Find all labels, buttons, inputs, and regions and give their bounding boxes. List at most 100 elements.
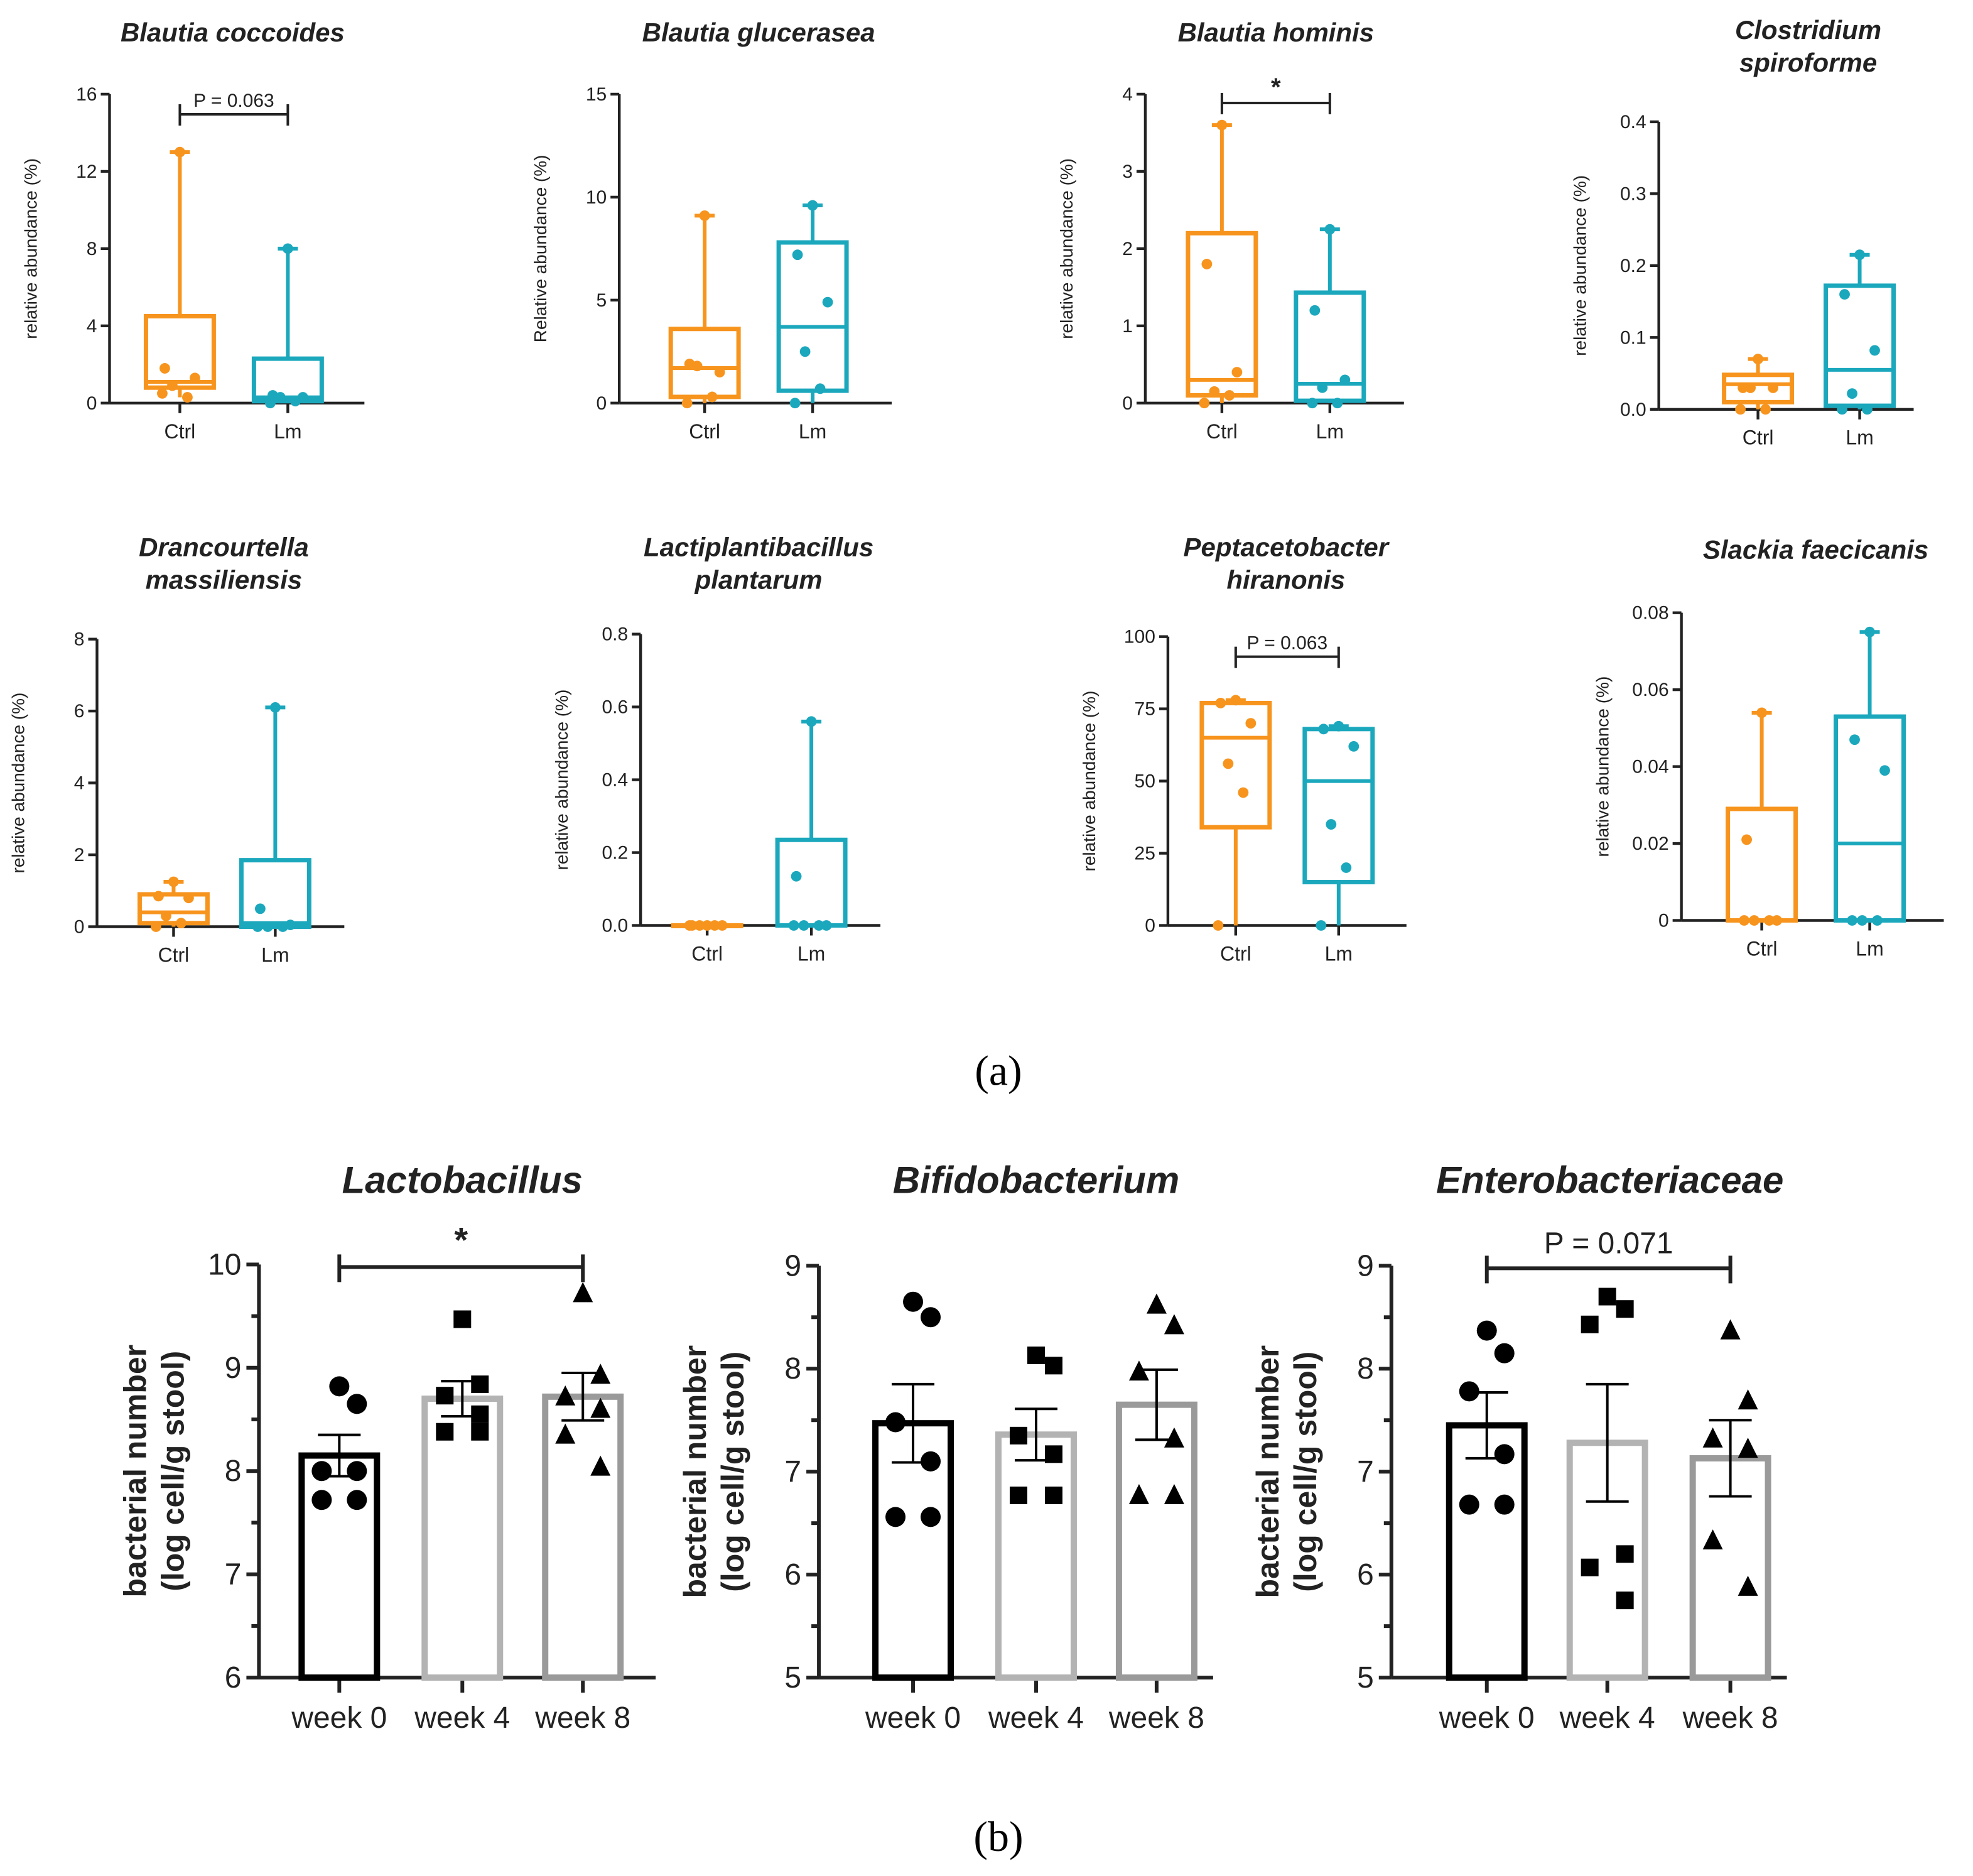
y-tick-label: 8	[784, 1352, 801, 1385]
y-tick-label: 7	[1357, 1455, 1374, 1488]
data-point-square	[471, 1423, 489, 1441]
data-point-square	[1027, 1346, 1045, 1364]
x-tick-label: week 4	[1559, 1701, 1655, 1735]
data-point	[1324, 224, 1336, 235]
data-point	[175, 146, 185, 158]
data-point	[822, 296, 833, 308]
data-point-triangle	[1738, 1389, 1758, 1410]
data-point-triangle	[1164, 1314, 1184, 1335]
significance-label: *	[1271, 73, 1281, 101]
data-point	[789, 398, 801, 409]
y-tick-label: 5	[784, 1661, 801, 1694]
data-point-square	[1616, 1300, 1634, 1318]
data-point	[701, 920, 713, 931]
data-point	[798, 920, 809, 931]
y-tick-label: 4	[74, 773, 85, 794]
data-point	[1309, 305, 1321, 316]
y-tick-label: 5	[597, 290, 607, 311]
data-point	[1768, 382, 1778, 393]
data-point-circle	[921, 1307, 941, 1328]
data-point-circle	[885, 1412, 906, 1433]
x-tick-label: Ctrl	[1746, 937, 1778, 960]
y-tick-label: 16	[76, 84, 97, 105]
data-point	[1849, 734, 1860, 746]
data-point	[716, 920, 728, 931]
data-point-triangle	[1738, 1438, 1758, 1458]
box	[1834, 714, 1906, 923]
bar	[542, 1393, 624, 1681]
x-tick-label: week 8	[1108, 1701, 1204, 1735]
box	[775, 837, 848, 928]
data-point	[1847, 388, 1857, 399]
data-point	[799, 346, 811, 357]
box	[1186, 230, 1258, 398]
data-point-circle	[1476, 1320, 1497, 1341]
data-point	[807, 200, 818, 211]
data-point	[1739, 915, 1749, 926]
x-tick-label: Lm	[274, 420, 301, 443]
data-point-circle	[329, 1376, 350, 1397]
x-tick-label: Ctrl	[1743, 426, 1774, 449]
data-point	[1230, 695, 1241, 706]
data-point	[1847, 915, 1857, 926]
data-point-square	[436, 1423, 454, 1441]
y-tick-label: 0	[87, 393, 97, 414]
data-point-circle	[921, 1507, 941, 1527]
y-tick-label: 0.3	[1620, 183, 1646, 204]
y-tick-label: 4	[1122, 84, 1133, 105]
x-tick-label: Lm	[1856, 937, 1883, 960]
x-tick-label: Ctrl	[158, 943, 190, 966]
y-tick-label: 75	[1135, 699, 1155, 720]
x-tick-label: Ctrl	[1206, 420, 1238, 443]
data-point	[1332, 398, 1343, 409]
data-point-triangle	[555, 1423, 576, 1444]
chart-title: Blautia hominis	[1178, 18, 1374, 47]
data-point	[269, 702, 281, 713]
chart-title: Peptacetobacter	[1184, 533, 1390, 562]
data-point	[1213, 920, 1224, 931]
y-tick-label: 6	[225, 1661, 242, 1694]
significance-label: P = 0.063	[1247, 633, 1328, 654]
chart-title: Lactiplantibacillus	[644, 533, 873, 562]
y-tick-label: 9	[225, 1352, 242, 1385]
data-point-circle	[903, 1291, 924, 1312]
data-point-square	[1581, 1315, 1599, 1333]
y-axis-label: relative abundance (%)	[1057, 158, 1076, 339]
data-point-circle	[347, 1490, 367, 1510]
y-axis-label: bacterial number	[1250, 1345, 1285, 1598]
data-point	[788, 920, 799, 931]
data-point	[1333, 720, 1344, 732]
data-point	[183, 892, 194, 904]
data-point	[167, 380, 178, 391]
data-point	[1223, 758, 1234, 769]
y-tick-label: 8	[1357, 1352, 1374, 1385]
data-point	[1837, 404, 1847, 415]
y-axis-label: Relative abundance (%)	[531, 155, 550, 343]
y-tick-label: 4	[87, 316, 97, 337]
data-point	[1339, 374, 1351, 386]
y-axis-label: relative abundance (%)	[21, 158, 41, 339]
data-point-square	[436, 1387, 454, 1405]
data-point	[791, 870, 802, 882]
y-tick-label: 0.2	[1620, 256, 1646, 276]
y-tick-label: 0	[597, 393, 607, 414]
data-point-triangle	[1164, 1483, 1184, 1504]
x-tick-label: Ctrl	[1220, 942, 1251, 965]
y-tick-label: 0.4	[602, 770, 629, 791]
data-point	[274, 392, 286, 403]
data-point	[182, 392, 193, 403]
data-point	[1745, 382, 1756, 393]
y-tick-label: 12	[76, 161, 97, 182]
chart-title: Drancourtella	[139, 533, 309, 562]
data-point	[1764, 915, 1775, 926]
y-axis-label: bacterial number	[117, 1345, 153, 1598]
y-tick-label: 15	[586, 84, 607, 105]
x-tick-label: Lm	[799, 420, 826, 443]
box	[239, 858, 311, 930]
y-axis-label-units: (log cell/g stool)	[715, 1352, 750, 1592]
data-point	[1341, 862, 1352, 873]
data-point	[706, 391, 718, 403]
data-point	[806, 716, 817, 727]
y-tick-label: 6	[74, 701, 85, 722]
